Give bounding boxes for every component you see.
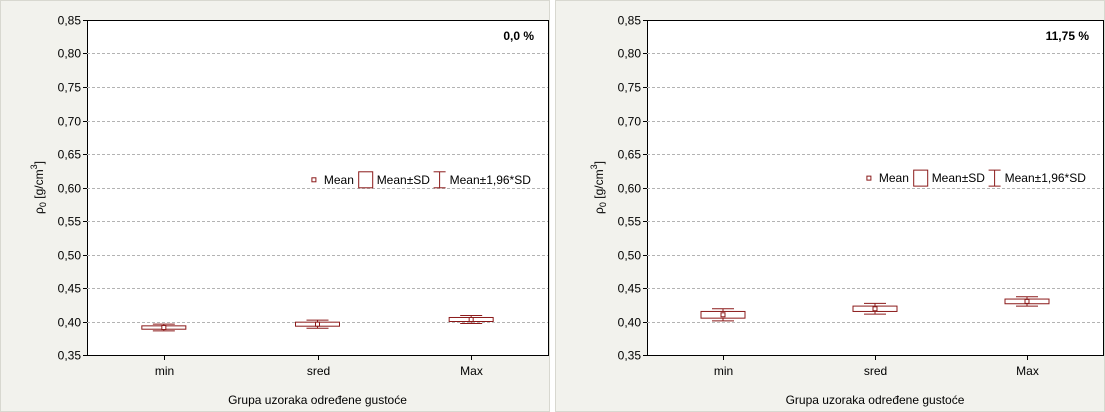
legend-sd-symbol xyxy=(913,169,929,187)
y-tick-label: 0,85 xyxy=(618,14,642,28)
chart-left: 0,35 0,40 0,45 0,50 0,55 0,60 0,65 0,70 0,75 0,80… xyxy=(0,0,550,412)
y-tick-label: 0,35 xyxy=(58,349,82,363)
y-tick-label: 0,70 xyxy=(618,115,642,129)
y-tick-label: 0,60 xyxy=(58,182,82,196)
y-tick-label: 0,70 xyxy=(58,115,82,129)
y-tick-label: 0,40 xyxy=(58,316,82,330)
x-tick-label: sred xyxy=(307,364,330,378)
y-tick-label: 0,75 xyxy=(58,81,82,95)
x-tick-label: Max xyxy=(460,364,483,378)
x-axis-label: Grupa uzoraka određene gustoće xyxy=(228,393,407,407)
box-Max xyxy=(1004,296,1050,307)
box-sred xyxy=(295,319,340,329)
x-tick-label: min xyxy=(714,364,733,378)
x-tick-label: min xyxy=(155,364,174,378)
legend-sd-label: Mean±SD xyxy=(377,173,431,187)
y-axis-label: ρ0 [g/cm3] xyxy=(589,161,608,214)
legend-mean-symbol xyxy=(311,177,317,183)
mean-marker xyxy=(161,325,167,331)
legend: Mean Mean±SD Mean±1,96*SD xyxy=(311,171,532,189)
chart-annotation: 0,0 % xyxy=(503,29,534,43)
y-tick-label: 0,85 xyxy=(58,14,82,28)
legend-mean-label: Mean xyxy=(324,173,354,187)
y-tick-label: 0,55 xyxy=(618,215,642,229)
chart-right: 0,35 0,40 0,45 0,50 0,55 0,60 0,65 0,70 0,75 0,80… xyxy=(555,0,1105,412)
y-tick-label: 0,50 xyxy=(58,249,82,263)
y-tick-label: 0,65 xyxy=(618,148,642,162)
legend-sd-label: Mean±SD xyxy=(932,171,986,185)
y-tick-label: 0,75 xyxy=(618,81,642,95)
box-min xyxy=(141,323,187,332)
y-tick-label: 0,80 xyxy=(58,47,82,61)
y-tick-label: 0,80 xyxy=(618,47,642,61)
y-tick-label: 0,60 xyxy=(618,182,642,196)
x-tick-label: sred xyxy=(864,364,887,378)
legend-whisker-label: Mean±1,96*SD xyxy=(1005,171,1087,185)
y-tick-label: 0,35 xyxy=(618,349,642,363)
mean-marker xyxy=(315,321,320,327)
y-tick-label: 0,50 xyxy=(618,249,642,263)
box-min xyxy=(700,308,746,322)
x-tick-label: Max xyxy=(1016,364,1039,378)
y-tick-label: 0,65 xyxy=(58,148,82,162)
mean-marker xyxy=(720,312,726,318)
legend-sd-symbol xyxy=(358,171,374,189)
legend-whisker-label: Mean±1,96*SD xyxy=(450,173,532,187)
y-axis-label: ρ0 [g/cm3] xyxy=(29,161,48,214)
mean-marker xyxy=(1024,298,1030,304)
legend: Mean Mean±SD Mean±1,96*SD xyxy=(866,169,1087,187)
y-tick-label: 0,45 xyxy=(58,282,82,296)
mean-marker xyxy=(872,306,878,312)
y-tick-label: 0,45 xyxy=(618,282,642,296)
x-axis-label: Grupa uzoraka određene gustoće xyxy=(786,393,965,407)
y-tick-label: 0,55 xyxy=(58,215,82,229)
box-Max xyxy=(448,314,494,325)
box-sred xyxy=(852,302,898,315)
y-tick-label: 0,40 xyxy=(618,316,642,330)
legend-mean-symbol xyxy=(866,175,872,181)
chart-annotation: 11,75 % xyxy=(1046,29,1090,43)
mean-marker xyxy=(468,316,474,322)
legend-mean-label: Mean xyxy=(879,171,909,185)
